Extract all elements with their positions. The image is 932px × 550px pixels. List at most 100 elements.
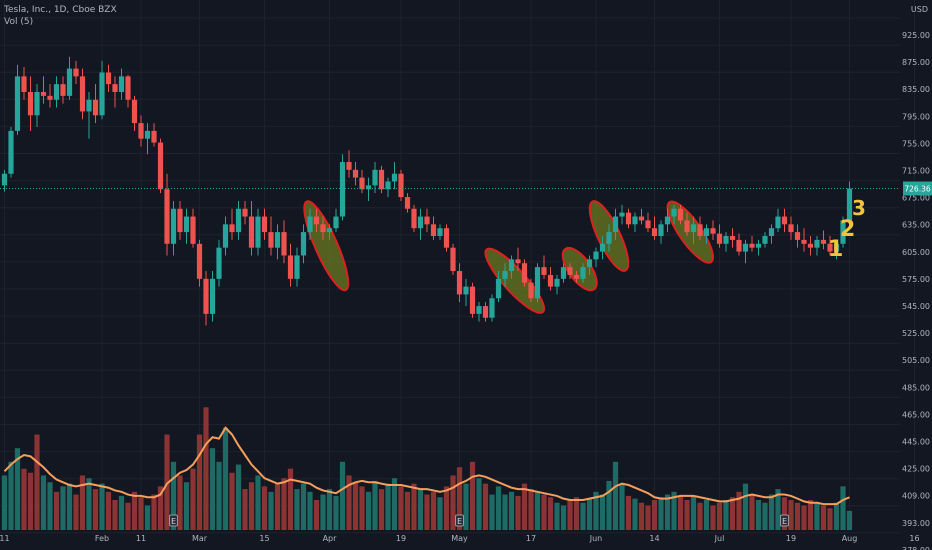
volume-bar <box>710 505 716 530</box>
volume-bar <box>508 491 515 530</box>
price-tick-label: 875.00 <box>902 58 930 67</box>
candle <box>21 67 27 100</box>
candle <box>768 224 775 244</box>
candle <box>8 127 14 178</box>
candle-body <box>469 286 476 314</box>
candle <box>359 169 365 194</box>
candle-body <box>580 267 586 279</box>
volume-legend[interactable]: Vol (5) <box>4 17 34 27</box>
volume-bar <box>417 489 424 530</box>
volume-bar <box>690 495 697 530</box>
candle-body <box>664 216 671 225</box>
candle <box>736 233 742 256</box>
candle <box>255 208 261 256</box>
candle-body <box>554 278 560 287</box>
volume-bar <box>807 500 814 530</box>
last-price-value: 726.36 <box>904 185 930 194</box>
price-tick-label: 575.00 <box>902 275 930 284</box>
volume-bar <box>8 461 14 530</box>
candle <box>229 208 235 240</box>
candle-body <box>489 298 495 318</box>
candle <box>47 84 53 108</box>
volume-bar <box>274 483 281 530</box>
candle <box>424 208 430 233</box>
candle-body <box>125 76 131 100</box>
earnings-icon-glyph: E <box>171 517 176 526</box>
candle-body <box>443 228 450 248</box>
price-tick-label: 485.00 <box>902 383 930 392</box>
volume-bar <box>430 491 437 530</box>
volume-bar <box>580 502 586 530</box>
volume-bar <box>359 486 365 530</box>
candle <box>781 208 788 233</box>
candle <box>372 162 378 194</box>
volume-bar <box>716 502 723 530</box>
candle-body <box>170 208 177 244</box>
candle <box>671 204 677 225</box>
symbol-legend[interactable]: Tesla, Inc., 1D, Cboe BZX <box>4 5 117 15</box>
time-tick-label: 17 <box>526 534 536 543</box>
volume-bar <box>437 497 443 530</box>
candle-body <box>112 84 118 92</box>
price-tick-label: 425.00 <box>902 465 930 474</box>
price-tick-label: 835.00 <box>902 85 930 94</box>
candle-body <box>79 76 86 112</box>
volume-bar <box>398 486 404 530</box>
time-axis[interactable]: 11 Feb 11 Mar 15 Apr 19 May 17 Jun 14 Jul 19 Aug 16 <box>0 534 920 543</box>
candle <box>53 76 60 108</box>
volume-bar <box>131 491 138 530</box>
candle <box>411 204 417 233</box>
candle-body <box>651 228 658 236</box>
volume-bar <box>599 494 606 530</box>
candle-body <box>625 212 632 225</box>
candle-body <box>268 232 274 248</box>
candle <box>105 64 112 92</box>
candle <box>430 216 437 240</box>
candle-body <box>502 271 508 279</box>
candle-body <box>573 274 580 279</box>
candle-body <box>729 236 736 240</box>
volume-bar <box>846 510 853 530</box>
volume-bar <box>287 468 294 530</box>
volume-bar <box>476 478 482 530</box>
candle-body <box>391 173 398 182</box>
candle-body <box>820 239 827 244</box>
volume-bar <box>320 494 326 530</box>
volume-bar <box>827 508 833 530</box>
annotation-number: 3 <box>852 196 866 220</box>
candle <box>118 68 125 100</box>
candle <box>814 236 820 256</box>
candle-body <box>658 224 664 236</box>
candle-body <box>801 239 807 244</box>
candle-body <box>736 239 742 252</box>
candle <box>92 84 99 124</box>
price-tick-label: 505.00 <box>902 356 930 365</box>
volume-bar <box>261 486 268 530</box>
volume-bar <box>671 491 677 530</box>
candle-series <box>1 56 853 326</box>
candle <box>222 216 229 256</box>
volume-bar <box>820 505 827 530</box>
price-axis[interactable]: USD 925.00 875.00 835.00 795.00 755.00 715.00 6… <box>902 5 930 550</box>
chart-legend: Tesla, Inc., 1D, Cboe BZX Vol (5) <box>4 4 117 28</box>
candle <box>807 236 814 256</box>
candle <box>60 76 66 104</box>
candle-body <box>86 99 92 112</box>
volume-bar <box>645 505 651 530</box>
candle-body <box>261 216 268 233</box>
volume-bar <box>482 483 489 530</box>
time-tick-label: 15 <box>259 534 269 543</box>
candle-body <box>567 267 573 275</box>
candle <box>281 220 287 264</box>
candle <box>762 232 768 248</box>
candle-body <box>762 236 768 244</box>
candle <box>235 200 242 240</box>
volume-bar <box>183 482 190 530</box>
volume-bar <box>684 500 690 530</box>
candle <box>385 177 391 198</box>
candle-body <box>92 99 99 116</box>
candle <box>567 263 573 279</box>
candle <box>287 243 294 287</box>
candle <box>339 154 346 221</box>
